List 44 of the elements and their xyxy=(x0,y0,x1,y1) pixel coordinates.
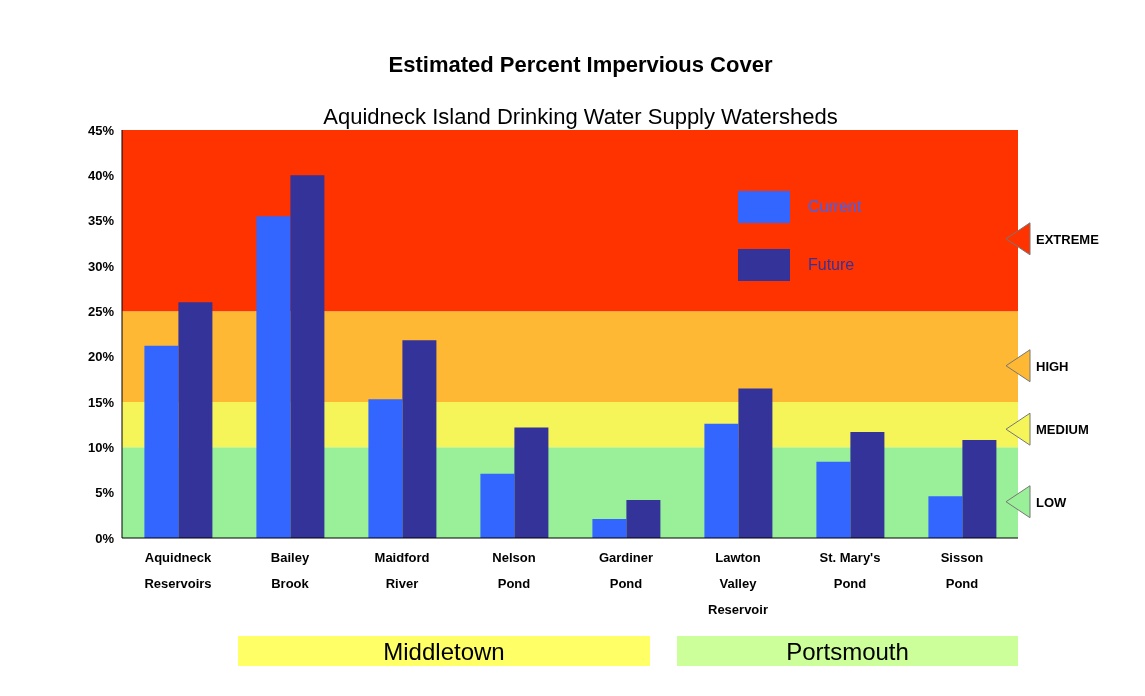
bar xyxy=(290,175,325,538)
text: Portsmouth xyxy=(677,636,1018,666)
bar xyxy=(256,216,291,538)
y-tick-label: 10% xyxy=(87,439,115,455)
text: Middletown xyxy=(238,636,650,666)
y-tick-label: 15% xyxy=(87,394,115,410)
bar xyxy=(368,399,403,538)
bar xyxy=(850,431,885,538)
bar xyxy=(402,340,437,538)
chart-subtitle: Aquidneck Island Drinking Water Supply Watersheds xyxy=(323,104,838,129)
y-tick-label: 5% xyxy=(95,485,115,501)
bar xyxy=(592,518,627,538)
band-label: HIGH xyxy=(1036,358,1069,374)
y-tick-label: 20% xyxy=(87,349,115,365)
y-tick-label: 30% xyxy=(87,258,115,274)
legend-label: Future xyxy=(808,256,855,274)
bar xyxy=(816,461,851,538)
y-tick-label: 0% xyxy=(95,530,115,546)
x-tick-label: St. Mary's Pond xyxy=(819,550,881,591)
bar xyxy=(704,423,739,538)
y-tick-label: 40% xyxy=(87,167,115,183)
bar xyxy=(928,496,963,538)
bar xyxy=(144,345,179,538)
bar xyxy=(178,302,213,538)
bar xyxy=(626,499,661,538)
x-tick-label: Gardiner Pond xyxy=(598,550,654,591)
bar xyxy=(962,440,997,538)
y-tick-label: 45% xyxy=(87,122,115,138)
bar xyxy=(738,388,773,538)
y-tick-label: 25% xyxy=(87,303,115,319)
legend-label: Current xyxy=(808,198,862,216)
x-tick-label: Bailey Brook xyxy=(270,550,310,591)
x-tick-label: Nelson Pond xyxy=(492,550,536,591)
y-tick-label: 35% xyxy=(87,213,115,229)
x-tick-label: Sisson Pond xyxy=(940,550,984,591)
x-tick-label: Lawton Valley Reservoir xyxy=(708,550,768,617)
x-tick-label: Aquidneck Reservoirs xyxy=(144,550,212,591)
bar xyxy=(514,427,549,538)
band-label: MEDIUM xyxy=(1036,422,1089,438)
band-label: EXTREME xyxy=(1036,231,1100,247)
x-tick-label: Maidford River xyxy=(374,550,430,591)
bar xyxy=(480,473,515,538)
band-label: LOW xyxy=(1036,494,1068,510)
chart-title: Estimated Percent Impervious Cover xyxy=(387,52,774,78)
